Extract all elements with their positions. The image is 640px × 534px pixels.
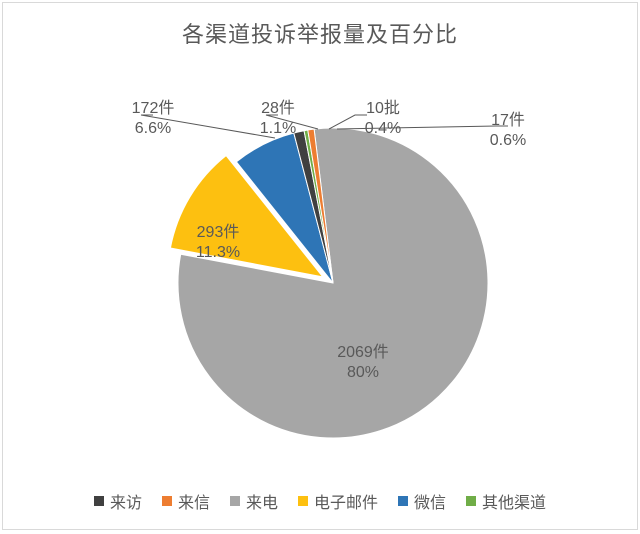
data-label-value: 293件: [196, 223, 240, 243]
data-label: 2069件80%: [337, 343, 389, 383]
data-label: 28件1.1%: [260, 99, 296, 139]
legend-label: 微信: [414, 495, 446, 512]
legend-item: 来访: [94, 489, 142, 513]
leader-line: [337, 126, 508, 129]
legend-swatch: [398, 496, 408, 506]
chart-title: 各渠道投诉举报量及百分比: [3, 17, 637, 49]
chart-frame: 各渠道投诉举报量及百分比 2069件80% 293件11.3% 172件6.6% 28…: [2, 2, 638, 530]
legend-swatch: [94, 496, 104, 506]
data-label-value: 172件: [132, 99, 175, 119]
pie-chart: 2069件80%293件11.3%172件6.6%28件1.1%10批0.4%1…: [3, 53, 639, 473]
legend-label: 来电: [246, 495, 278, 512]
data-label: 17件0.6%: [490, 111, 526, 151]
legend-label: 其他渠道: [482, 495, 546, 512]
data-label-pct: 1.1%: [260, 119, 296, 139]
data-label-pct: 0.6%: [490, 131, 526, 151]
data-label-value: 17件: [490, 111, 526, 131]
legend-label: 来信: [178, 495, 210, 512]
legend-swatch: [466, 496, 476, 506]
legend-label: 电子邮件: [314, 495, 378, 512]
data-label-pct: 80%: [337, 363, 389, 383]
data-label: 172件6.6%: [132, 99, 175, 139]
legend-item: 其他渠道: [466, 489, 546, 513]
leader-line: [329, 115, 367, 129]
legend: 来访 来信 来电 电子邮件 微信 其他渠道: [3, 489, 637, 513]
legend-item: 微信: [398, 489, 446, 513]
legend-swatch: [230, 496, 240, 506]
data-label-value: 2069件: [337, 343, 389, 363]
data-label: 293件11.3%: [196, 223, 240, 263]
legend-item: 来信: [162, 489, 210, 513]
legend-swatch: [162, 496, 172, 506]
legend-label: 来访: [110, 495, 142, 512]
legend-item: 电子邮件: [298, 489, 378, 513]
data-label-pct: 6.6%: [132, 119, 175, 139]
pie-svg: [3, 53, 639, 473]
legend-item: 来电: [230, 489, 278, 513]
legend-swatch: [298, 496, 308, 506]
data-label: 10批0.4%: [365, 99, 401, 139]
data-label-pct: 11.3%: [196, 243, 240, 263]
data-label-value: 10批: [365, 99, 401, 119]
data-label-pct: 0.4%: [365, 119, 401, 139]
data-label-value: 28件: [260, 99, 296, 119]
